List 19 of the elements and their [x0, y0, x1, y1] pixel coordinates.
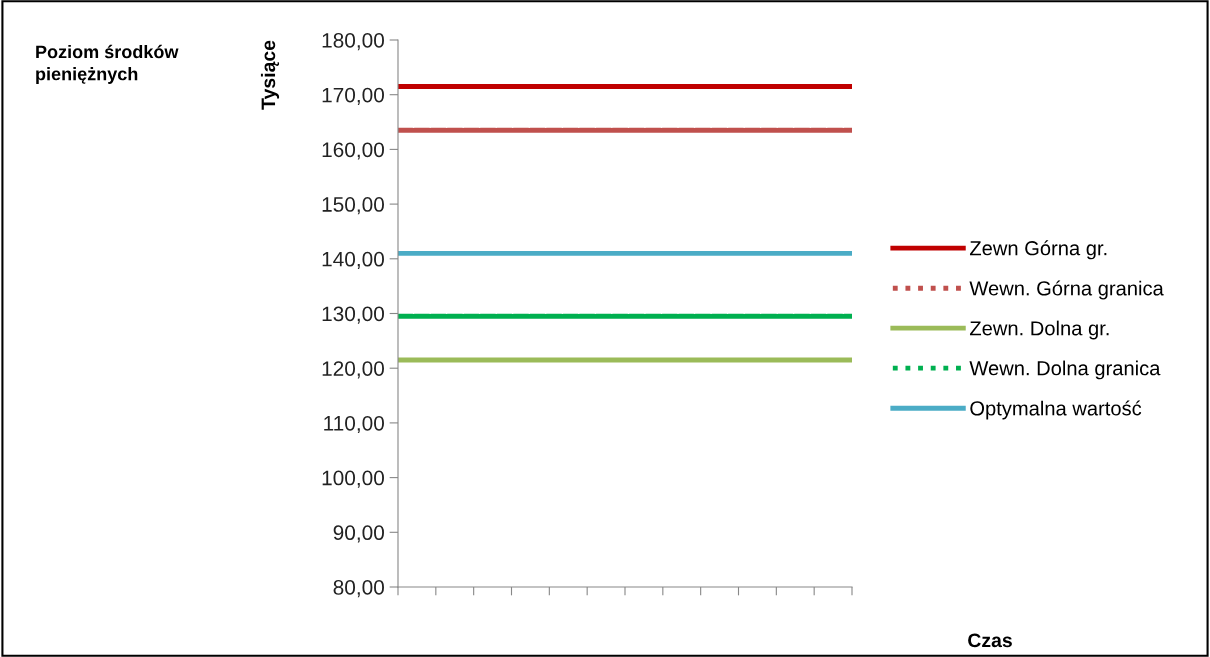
legend-label: Wewn. Dolna granica: [969, 360, 1161, 380]
legend-label: Wewn. Górna granica: [969, 280, 1164, 300]
legend-label: Optymalna wartość: [970, 400, 1142, 420]
y-tick-label: 130,00: [322, 306, 384, 324]
y-axis-title: Tysiące: [260, 40, 280, 110]
text: Poziom środków pieniężnych: [36, 44, 179, 84]
y-tick-label: 80,00: [333, 580, 384, 598]
legend-label: Zewn Górna gr.: [969, 240, 1107, 260]
legend-label: Zewn. Dolna gr.: [969, 320, 1109, 340]
y-tick-label: 90,00: [333, 525, 384, 543]
y-tick-label: 140,00: [322, 251, 384, 270]
text: Czas: [968, 633, 1012, 648]
y-tick-label: 110,00: [324, 415, 384, 434]
y-tick-label: 180,00: [322, 33, 384, 51]
y-tick-label: 160,00: [322, 142, 384, 160]
y-tick-label: 100,00: [322, 470, 384, 488]
y-tick-label: 120,00: [322, 361, 384, 379]
y-tick-label: 150,00: [322, 197, 384, 215]
y-tick-label: 170,00: [322, 87, 384, 105]
